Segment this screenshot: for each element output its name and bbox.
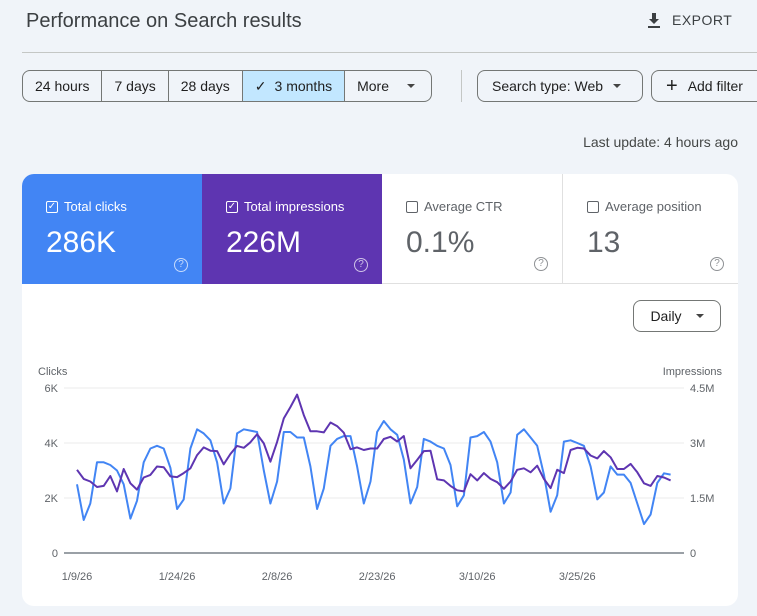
metric-average-position[interactable]: Average position 13 ? bbox=[562, 174, 738, 284]
x-tick-label: 2/8/26 bbox=[262, 571, 293, 583]
download-icon bbox=[648, 13, 660, 28]
performance-chart: 0 0 2K 1.5M 4K 3M 6K 4.5M Clicks Impressions 1/9/2… bbox=[38, 366, 723, 583]
range-24-hours[interactable]: 24 hours bbox=[23, 71, 103, 101]
metric-label: Average position bbox=[605, 199, 702, 214]
checkbox-checked-icon[interactable]: ✓ bbox=[46, 200, 58, 213]
metric-value: 226M bbox=[226, 226, 302, 259]
range-label: 28 days bbox=[180, 78, 230, 94]
checkbox-checked-icon[interactable]: ✓ bbox=[226, 200, 238, 213]
x-tick-label: 1/24/26 bbox=[159, 571, 196, 583]
caret-down-icon bbox=[407, 84, 416, 88]
range-28-days[interactable]: 28 days bbox=[169, 71, 243, 101]
metric-label: Average CTR bbox=[424, 199, 503, 214]
toolbar-divider bbox=[461, 70, 462, 102]
y-left-tick-label: 2K bbox=[45, 493, 59, 505]
metric-total-clicks[interactable]: ✓ Total clicks 286K ? bbox=[22, 174, 202, 284]
granularity-dropdown[interactable]: Daily bbox=[633, 300, 721, 332]
granularity-label: Daily bbox=[650, 308, 682, 324]
y-right-tick-label: 3M bbox=[690, 438, 705, 450]
y-right-tick-label: 4.5M bbox=[690, 383, 714, 395]
metric-value: 0.1% bbox=[406, 226, 475, 259]
y-right-tick-label: 0 bbox=[690, 548, 696, 560]
y-right-axis-label: Impressions bbox=[663, 366, 723, 378]
range-label: 7 days bbox=[114, 78, 156, 94]
metric-label: Total impressions bbox=[244, 199, 345, 214]
add-filter-label: Add filter bbox=[687, 78, 743, 94]
help-icon[interactable]: ? bbox=[174, 258, 188, 272]
range-7-days[interactable]: 7 days bbox=[102, 71, 169, 101]
add-filter-button[interactable]: + Add filter bbox=[651, 70, 757, 102]
metric-value: 286K bbox=[46, 226, 117, 259]
help-icon[interactable]: ? bbox=[534, 257, 548, 271]
help-icon[interactable]: ? bbox=[710, 257, 724, 271]
y-left-axis-label: Clicks bbox=[38, 366, 68, 378]
page-title: Performance on Search results bbox=[26, 10, 302, 32]
y-left-tick-label: 4K bbox=[45, 438, 59, 450]
metric-average-ctr[interactable]: Average CTR 0.1% ? bbox=[382, 174, 562, 284]
checkbox-unchecked-icon[interactable] bbox=[587, 200, 599, 213]
search-type-filter[interactable]: Search type: Web bbox=[477, 70, 643, 102]
plus-icon: + bbox=[666, 75, 678, 97]
clicks-series-line bbox=[76, 420, 671, 526]
y-right-tick-label: 1.5M bbox=[690, 493, 714, 505]
y-left-tick-label: 0 bbox=[52, 548, 58, 560]
checkbox-unchecked-icon[interactable] bbox=[406, 200, 418, 213]
caret-down-icon bbox=[695, 314, 704, 318]
range-more[interactable]: More bbox=[345, 71, 431, 101]
export-button[interactable]: EXPORT bbox=[646, 12, 732, 28]
x-tick-label: 3/10/26 bbox=[459, 571, 496, 583]
metric-total-impressions[interactable]: ✓ Total impressions 226M ? bbox=[202, 174, 382, 284]
impressions-series-line bbox=[76, 393, 672, 493]
range-3-months[interactable]: ✓ 3 months bbox=[242, 71, 346, 101]
help-icon[interactable]: ? bbox=[354, 258, 368, 272]
metric-label: Total clicks bbox=[64, 199, 127, 214]
last-update: Last update: 4 hours ago bbox=[583, 134, 738, 150]
range-label: 3 months bbox=[274, 78, 333, 94]
date-range-selector: 24 hours 7 days 28 days ✓ 3 months More bbox=[22, 70, 433, 102]
performance-card: ✓ Total clicks 286K ? ✓ Total impressions … bbox=[22, 174, 738, 606]
x-tick-label: 2/23/26 bbox=[359, 571, 396, 583]
check-icon: ✓ bbox=[254, 77, 267, 94]
range-label: More bbox=[357, 78, 390, 94]
x-tick-label: 1/9/26 bbox=[62, 571, 93, 583]
metric-value: 13 bbox=[587, 226, 621, 259]
search-type-label: Search type: Web bbox=[492, 78, 604, 94]
range-label: 24 hours bbox=[35, 78, 90, 94]
x-tick-label: 3/25/26 bbox=[559, 571, 596, 583]
export-label: EXPORT bbox=[672, 12, 733, 28]
caret-down-icon bbox=[613, 84, 622, 88]
y-left-tick-label: 6K bbox=[45, 383, 59, 395]
header-divider bbox=[22, 52, 757, 53]
